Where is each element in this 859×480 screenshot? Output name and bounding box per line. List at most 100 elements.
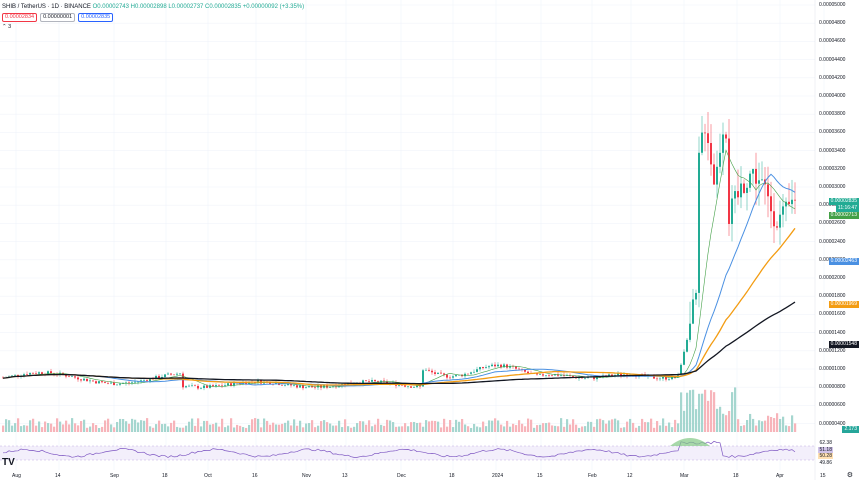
candle-body	[110, 382, 112, 384]
time-axis-label: 14	[55, 473, 61, 479]
candle-body	[302, 385, 304, 389]
volume-bar	[410, 422, 413, 432]
candle-body	[746, 187, 748, 193]
volume-bar	[80, 421, 83, 432]
candle-body	[386, 381, 388, 384]
price-axis-label: 0.00000800	[819, 384, 846, 391]
volume-bar	[644, 422, 647, 432]
gear-icon[interactable]: ⚙	[846, 472, 853, 479]
volume-bar	[548, 422, 551, 432]
tradingview-logo[interactable]: TV	[2, 457, 15, 468]
volume-bar	[44, 421, 47, 432]
volume-bar	[407, 426, 410, 432]
price-axis-label: 0.00004400	[819, 56, 846, 63]
candle-body	[731, 198, 733, 224]
volume-bar	[653, 427, 656, 432]
candle-body	[47, 371, 49, 375]
volume-bar	[650, 418, 653, 432]
volume-bar	[563, 426, 566, 432]
time-axis-label: Aug	[12, 473, 21, 479]
volume-bar	[257, 418, 260, 432]
volume-bar	[143, 420, 146, 432]
candle-body	[617, 373, 619, 376]
candle-body	[524, 369, 526, 372]
candle-body	[167, 373, 169, 375]
indicator-collapse-toggle[interactable]: ⌃ 3	[2, 24, 12, 30]
volume-bar	[485, 426, 488, 432]
candle-body	[791, 199, 793, 205]
volume-bar	[611, 419, 614, 432]
volume-bar	[182, 427, 185, 432]
candle-body	[668, 379, 670, 380]
volume-bar	[305, 423, 308, 432]
candle-body	[695, 292, 697, 300]
candle-body	[455, 375, 457, 377]
buy-badge[interactable]: 0.00002835	[78, 13, 114, 22]
candle-body	[113, 382, 115, 386]
candle-body	[578, 377, 580, 379]
ma-short-tag: 0.00002713	[828, 212, 859, 219]
volume-bar	[209, 424, 212, 432]
candle-body	[89, 380, 91, 382]
volume-bar	[638, 425, 641, 432]
candle-body	[23, 374, 25, 376]
volume-bar	[125, 421, 128, 432]
candle-body	[128, 382, 130, 384]
candle-body	[188, 385, 190, 387]
candle-body	[221, 385, 223, 387]
volume-bar	[41, 427, 44, 432]
candle-body	[563, 375, 565, 376]
volume-bar	[770, 416, 773, 432]
time-axis-label: 13	[342, 473, 348, 479]
price-axis-label: 0.00002400	[819, 238, 846, 245]
candle-body	[422, 370, 424, 387]
candle-body	[233, 382, 235, 386]
time-axis-label: 15	[537, 473, 543, 479]
candle-body	[410, 386, 412, 388]
volume-bar	[761, 421, 764, 432]
symbol-title[interactable]: SHIB / TetherUS · 1D · BINANCE	[2, 4, 91, 10]
volume-bar	[743, 425, 746, 432]
volume-bar	[539, 424, 542, 432]
candle-body	[197, 385, 199, 389]
volume-bar	[344, 419, 347, 432]
volume-bar	[56, 418, 59, 432]
volume-bar	[302, 427, 305, 432]
volume-bar	[632, 422, 635, 432]
sell-badge[interactable]: 0.00002834	[2, 13, 38, 22]
candle-body	[83, 378, 85, 381]
candle-body	[698, 152, 700, 293]
candle-body	[527, 371, 529, 374]
volume-bar	[764, 420, 767, 432]
volume-bar	[281, 423, 284, 432]
volume-bar	[557, 426, 560, 432]
candle-body	[293, 385, 295, 386]
volume-bar	[263, 418, 266, 432]
time-axis-label: 15	[820, 473, 826, 479]
volume-bar	[668, 422, 671, 432]
candle-body	[767, 184, 769, 197]
candle-body	[218, 385, 220, 386]
ma-long-tag: 0.00001969	[828, 301, 859, 308]
volume-bar	[533, 427, 536, 432]
candle-body	[191, 385, 193, 387]
volume-bar	[425, 420, 428, 432]
candle-body	[179, 373, 181, 375]
rsi-level-4: 49.86	[819, 460, 832, 466]
candle-body	[38, 372, 40, 374]
candle-body	[683, 351, 685, 365]
volume-bar	[596, 419, 599, 432]
volume-bar	[317, 425, 320, 432]
candle-body	[155, 375, 157, 380]
volume-bar	[176, 426, 179, 432]
volume-bar	[683, 410, 686, 432]
candle-body	[74, 376, 76, 378]
volume-bar	[389, 420, 392, 432]
volume-bar	[371, 426, 374, 432]
price-axis-label: 0.00001000	[819, 366, 846, 372]
volume-bar	[722, 413, 725, 432]
rsi-level-2: 51.18	[818, 447, 833, 453]
price-axis-label: 0.00000400	[819, 420, 846, 427]
